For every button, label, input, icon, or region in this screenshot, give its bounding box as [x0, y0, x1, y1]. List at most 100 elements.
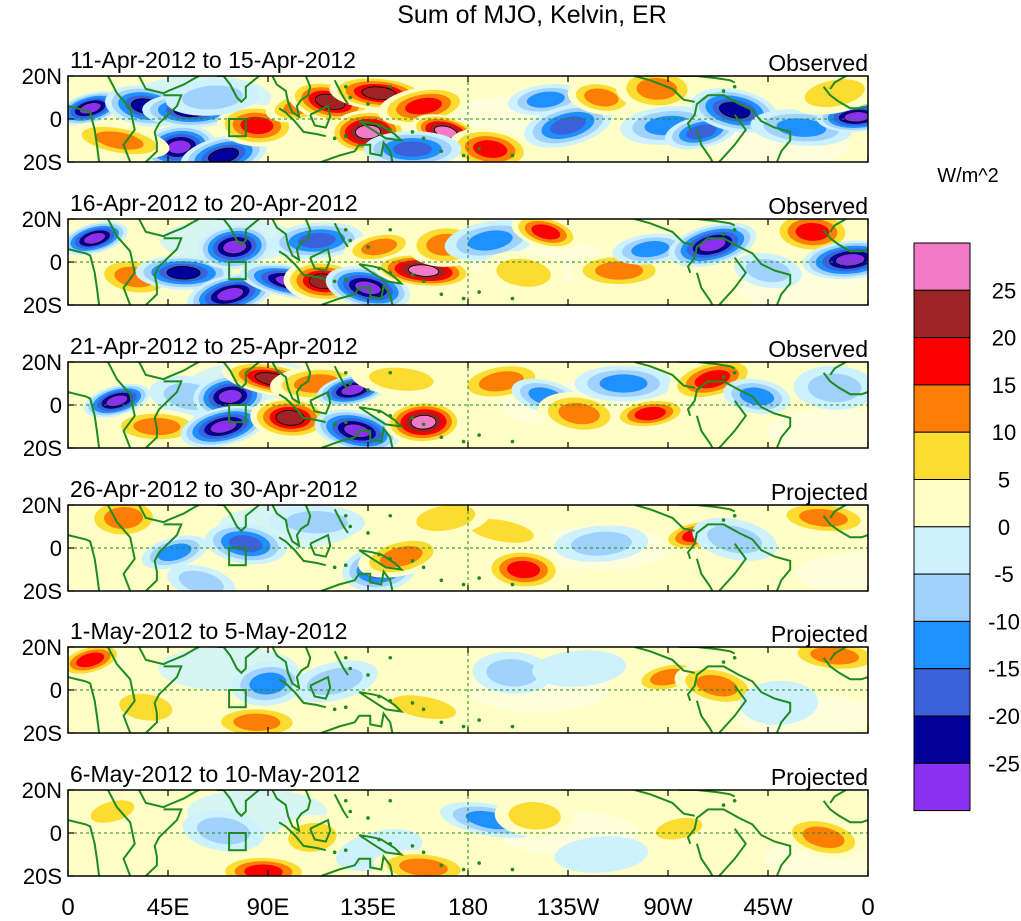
- colorbar-label: -10: [988, 609, 1020, 634]
- coastline: [829, 647, 847, 661]
- island: [461, 439, 466, 444]
- island: [421, 707, 426, 712]
- island: [721, 89, 726, 93]
- panel-date-range: 21-Apr-2012 to 25-Apr-2012: [70, 333, 358, 359]
- coastline: [216, 505, 260, 533]
- coastline: [271, 362, 312, 406]
- island: [332, 850, 337, 855]
- panel-5: 20N 0 20S 1-May-2012 to 5-May-2012 Projected: [22, 618, 869, 746]
- coastline: [822, 229, 868, 253]
- coastline: [686, 94, 792, 162]
- coastline: [107, 647, 136, 733]
- island: [510, 867, 515, 872]
- island: [377, 123, 381, 128]
- contour-level: [599, 374, 648, 393]
- coastline: [138, 219, 200, 238]
- island: [477, 861, 481, 865]
- colorbar-swatch: [913, 668, 971, 717]
- coastline: [309, 247, 332, 272]
- panel-date-range: 11-Apr-2012 to 15-Apr-2012: [70, 47, 356, 73]
- contour-level: [405, 97, 442, 115]
- island: [732, 370, 737, 375]
- anomaly-blob: [351, 362, 452, 397]
- coastline: [138, 76, 200, 95]
- coastlines: [68, 76, 868, 162]
- island: [461, 153, 466, 158]
- wash-area: [766, 408, 868, 448]
- island: [439, 149, 444, 154]
- coastline: [695, 415, 714, 448]
- colorbar-swatch: [913, 762, 971, 812]
- coastline: [145, 665, 183, 733]
- coastline: [138, 790, 200, 809]
- coastline: [107, 362, 136, 448]
- coastline: [216, 362, 260, 390]
- coastline: [107, 76, 136, 162]
- contour-level: [361, 238, 398, 256]
- coastline: [68, 676, 101, 733]
- panel-status: Observed: [768, 50, 868, 76]
- coastline: [216, 647, 260, 675]
- contour-level: [810, 647, 860, 665]
- anomaly-blob: [511, 219, 580, 250]
- coastline: [145, 237, 183, 305]
- island: [510, 153, 515, 158]
- island: [343, 227, 348, 232]
- contour-level: [802, 826, 845, 849]
- colorbar-label: 5: [998, 468, 1010, 493]
- colorbar-label: 10: [992, 420, 1016, 445]
- coastlines: [68, 647, 868, 733]
- coastline: [216, 76, 260, 104]
- y-tick-label: 20N: [22, 207, 62, 232]
- anomaly-blob: [68, 647, 124, 677]
- island: [421, 422, 426, 427]
- colorbar-swatch: [913, 384, 971, 433]
- y-tick-label: 0: [50, 250, 62, 275]
- contour-level: [745, 258, 791, 283]
- island: [388, 227, 393, 232]
- anomaly-blob: [231, 661, 305, 706]
- coastline: [695, 700, 714, 733]
- island: [410, 130, 415, 134]
- island: [388, 841, 393, 846]
- island: [388, 370, 393, 375]
- x-tick-label: 135W: [537, 894, 600, 921]
- island: [421, 279, 426, 284]
- island: [388, 513, 393, 518]
- contour-level: [531, 224, 561, 240]
- anomaly-blob: [448, 127, 532, 162]
- chart-title: Sum of MJO, Kelvin, ER: [397, 1, 667, 29]
- coastline: [216, 790, 260, 818]
- contour-level: [807, 373, 862, 403]
- coastline: [333, 793, 349, 819]
- contour-level: [105, 394, 129, 407]
- island: [332, 707, 337, 712]
- island: [388, 556, 393, 561]
- island: [332, 279, 337, 284]
- contour-level: [550, 116, 586, 135]
- coastline: [718, 257, 748, 305]
- colorbar-label: 0: [998, 515, 1010, 540]
- island: [343, 277, 348, 282]
- anomaly-blob: [373, 689, 474, 726]
- coastline: [333, 365, 349, 391]
- anomaly-blob: [83, 383, 150, 418]
- coastline: [634, 790, 695, 817]
- contour-level: [408, 264, 440, 277]
- y-tick-label: 0: [50, 107, 62, 132]
- island: [461, 582, 466, 587]
- island: [332, 565, 337, 570]
- coastline: [278, 536, 327, 567]
- coastline: [138, 647, 200, 666]
- island: [366, 388, 370, 392]
- island: [377, 552, 381, 557]
- island: [377, 409, 381, 414]
- contour-level: [119, 693, 173, 721]
- anomaly-blob: [567, 79, 636, 116]
- coastline: [145, 523, 183, 591]
- panel-date-range: 26-Apr-2012 to 30-Apr-2012: [70, 476, 358, 502]
- coastline: [829, 219, 847, 233]
- contour-level: [76, 652, 105, 668]
- island: [721, 375, 726, 379]
